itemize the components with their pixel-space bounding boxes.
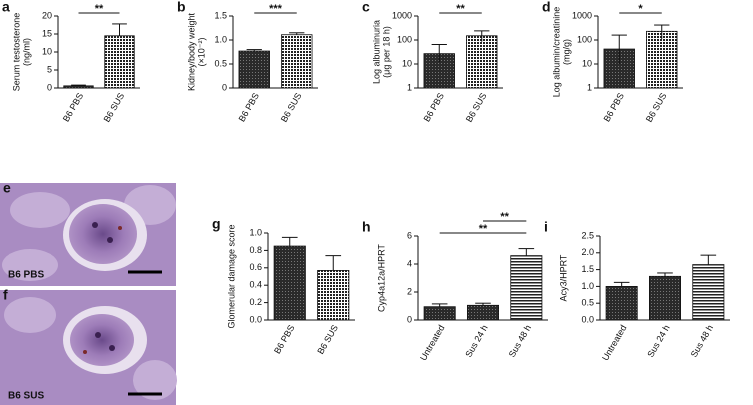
y-tick-label: 2.5 bbox=[581, 230, 594, 240]
y-tick-label: 10 bbox=[42, 46, 52, 56]
bar bbox=[63, 85, 94, 89]
y-axis-title: (μg per 18 h) bbox=[381, 26, 391, 78]
significance-label: ** bbox=[479, 223, 488, 235]
x-tick-label: B6 PBS bbox=[61, 91, 85, 123]
y-tick-label: 1.5 bbox=[214, 10, 227, 20]
y-axis-title: Acy3/HPRT bbox=[558, 254, 568, 301]
bar bbox=[273, 245, 306, 321]
y-tick-label: 100 bbox=[397, 34, 412, 44]
x-tick-label: Untreated bbox=[600, 323, 628, 362]
x-tick-label: B6 SUS bbox=[279, 91, 304, 124]
y-tick-label: 0 bbox=[47, 82, 52, 92]
x-tick-label: B6 PBS bbox=[422, 91, 446, 123]
y-axis-title: (mg/g) bbox=[561, 39, 571, 65]
y-tick-label: 1 bbox=[587, 82, 592, 92]
significance-label: *** bbox=[269, 3, 283, 15]
y-axis-title: (ng/ml) bbox=[21, 38, 31, 66]
image-label: B6 PBS bbox=[8, 270, 44, 281]
y-tick-label: 20 bbox=[42, 10, 52, 20]
y-tick-label: 0.4 bbox=[249, 280, 262, 290]
panel-letter: h bbox=[362, 219, 371, 235]
y-tick-label: 1000 bbox=[392, 10, 412, 20]
micrograph-e bbox=[0, 183, 176, 286]
x-tick-label: B6 SUS bbox=[464, 91, 489, 124]
panel-letter: e bbox=[3, 180, 11, 196]
significance-label: ** bbox=[500, 211, 509, 223]
panel-letter: i bbox=[544, 219, 548, 235]
y-tick-label: 10 bbox=[402, 58, 412, 68]
y-tick-label: 5 bbox=[47, 64, 52, 74]
y-tick-label: 10 bbox=[582, 58, 592, 68]
bar bbox=[281, 34, 313, 89]
panel-letter: f bbox=[3, 287, 8, 303]
y-axis-title: Serum testosterone bbox=[11, 13, 21, 92]
panel-letter: d bbox=[542, 0, 551, 15]
x-tick-label: B6 PBS bbox=[602, 91, 626, 123]
y-tick-label: 6 bbox=[407, 230, 412, 240]
y-tick-label: 15 bbox=[42, 28, 52, 38]
y-tick-label: 0.5 bbox=[581, 298, 594, 308]
y-tick-label: 0.6 bbox=[249, 262, 262, 272]
bar bbox=[646, 30, 678, 89]
bar bbox=[605, 285, 638, 321]
significance-label: * bbox=[638, 3, 643, 15]
y-tick-label: 0.8 bbox=[249, 245, 262, 255]
y-tick-label: 2 bbox=[407, 286, 412, 296]
bar bbox=[238, 50, 270, 89]
micrograph-f bbox=[0, 290, 177, 405]
panel-letter: c bbox=[362, 0, 370, 15]
y-tick-label: 0 bbox=[407, 314, 412, 324]
bar bbox=[649, 275, 682, 321]
y-tick-label: 1.0 bbox=[581, 281, 594, 291]
bar bbox=[510, 255, 543, 321]
bar bbox=[317, 270, 350, 321]
y-tick-label: 0.0 bbox=[249, 314, 262, 324]
y-axis-title: Cyp4a12a/HPRT bbox=[376, 244, 386, 312]
y-axis-title: Kidney/body weight bbox=[186, 12, 196, 91]
y-axis-title: Glomerular damage score bbox=[226, 224, 236, 328]
x-tick-label: Sus 24 h bbox=[463, 323, 489, 359]
y-tick-label: 1000 bbox=[572, 10, 592, 20]
y-tick-label: 1.0 bbox=[249, 227, 262, 237]
bar bbox=[692, 264, 725, 321]
y-tick-label: 0.2 bbox=[249, 297, 262, 307]
x-tick-label: B6 SUS bbox=[644, 91, 669, 124]
x-tick-label: B6 PBS bbox=[237, 91, 261, 123]
significance-label: ** bbox=[95, 3, 104, 15]
panel-letter: g bbox=[212, 216, 221, 232]
y-axis-title: Log albuminuria bbox=[371, 20, 381, 84]
x-tick-label: Sus 24 h bbox=[645, 323, 671, 359]
bar bbox=[466, 35, 498, 89]
y-tick-label: 0.5 bbox=[214, 58, 227, 68]
bar bbox=[466, 304, 499, 321]
y-tick-label: 1.5 bbox=[581, 264, 594, 274]
x-tick-label: Untreated bbox=[418, 323, 446, 362]
y-axis-title: Log albumin/creatinine bbox=[551, 7, 561, 98]
y-tick-label: 2.0 bbox=[581, 247, 594, 257]
x-tick-label: Sus 48 h bbox=[507, 323, 533, 359]
y-tick-label: 4 bbox=[407, 258, 412, 268]
significance-label: ** bbox=[456, 3, 465, 15]
bar bbox=[423, 53, 455, 89]
y-axis-title: (×10⁻²) bbox=[196, 37, 206, 66]
panel-letter: b bbox=[177, 0, 186, 15]
x-tick-label: B6 SUS bbox=[315, 323, 340, 356]
x-tick-label: B6 SUS bbox=[102, 91, 127, 124]
y-tick-label: 1.0 bbox=[214, 34, 227, 44]
y-tick-label: 0.0 bbox=[581, 314, 594, 324]
bar bbox=[423, 306, 456, 321]
image-label: B6 SUS bbox=[8, 391, 44, 402]
panel-letter: a bbox=[2, 0, 10, 15]
bar bbox=[104, 35, 135, 89]
y-tick-label: 100 bbox=[577, 34, 592, 44]
x-tick-label: Sus 48 h bbox=[689, 323, 715, 359]
x-tick-label: B6 PBS bbox=[272, 323, 296, 355]
y-tick-label: 1 bbox=[407, 82, 412, 92]
y-tick-label: 0 bbox=[222, 82, 227, 92]
